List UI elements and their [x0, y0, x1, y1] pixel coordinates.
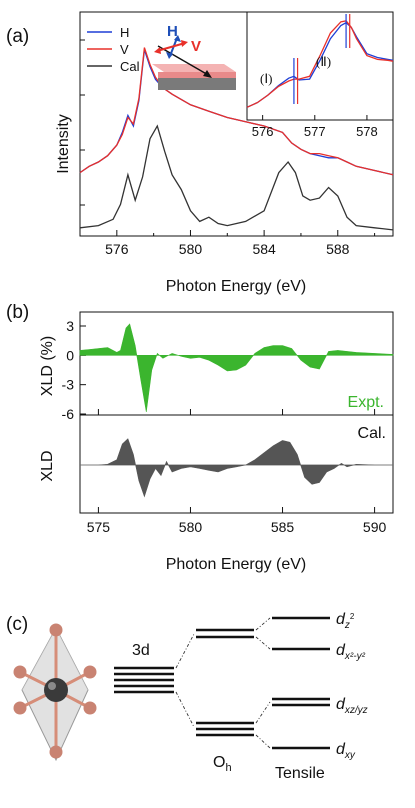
xtick-label-b-0: 575 — [87, 519, 111, 535]
level-3d-group: 3d — [114, 642, 174, 694]
expt-xld-area — [79, 323, 394, 413]
panel-b-cal-plot — [80, 438, 393, 498]
beam-arrow — [157, 45, 211, 77]
level-oh-group: Oh — [196, 628, 254, 774]
expt-label: Expt. — [348, 394, 384, 411]
v-arrow-label: V — [191, 38, 201, 55]
connector-t2g-dxzyz — [255, 701, 271, 724]
inset-xtick-label-2: 578 — [356, 124, 378, 139]
panel-a-legend: H V Cal — [87, 25, 140, 74]
ligand-right-up — [83, 665, 97, 679]
beam-arrow-head — [203, 70, 212, 78]
connector-eg-dz2 — [255, 617, 271, 631]
ligand-left-up — [13, 665, 27, 679]
legend-label-h: H — [120, 25, 129, 40]
panel-b-label: (b) — [6, 302, 29, 323]
v-arrow-head-left — [154, 47, 161, 54]
legend-label-cal: Cal — [120, 59, 140, 74]
xtick-label-b-1: 580 — [179, 519, 203, 535]
h-arrow-head-bottom — [166, 52, 173, 59]
connector-eg-dx2y2 — [255, 636, 271, 650]
connector-t2g-dxy — [255, 734, 271, 749]
panel-b-top-yticks: 3 0 -3 -6 — [62, 318, 86, 422]
xtick-label-a-0: 576 — [105, 241, 129, 257]
ytick-label-b-3: -6 — [62, 406, 75, 422]
metal-highlight — [48, 682, 56, 690]
orbital-dz2-label: dz2 — [336, 611, 355, 631]
xtick-label-a-2: 584 — [252, 241, 276, 257]
ytick-label-b-1: 0 — [66, 347, 74, 363]
level-tensile-group: Tensile dz2 dx²-y² dxz/yz dxy — [272, 611, 368, 782]
ytick-label-b-2: -3 — [62, 377, 75, 393]
cal-xld-area — [80, 438, 393, 498]
xtick-label-a-3: 588 — [326, 241, 350, 257]
orbital-dxzyz-label: dxz/yz — [336, 696, 368, 716]
orbital-dx2y2-label: dx²-y² — [336, 642, 366, 662]
panel-b-top-ylabel: XLD (%) — [39, 336, 56, 396]
panel-c-label: (c) — [6, 614, 28, 635]
ytick-label-b-0: 3 — [66, 318, 74, 334]
panel-a-xlabel: Photon Energy (eV) — [166, 278, 307, 295]
metal-center — [44, 678, 68, 702]
panel-a-inset: 576 577 578 (Ⅰ) (Ⅱ) — [246, 11, 394, 139]
inset-peak-1-label: (Ⅰ) — [260, 71, 273, 86]
inset-xtick-label-1: 577 — [304, 124, 326, 139]
panel-a-ylabel: Intensity — [55, 114, 72, 174]
ligand-right-down — [83, 701, 97, 715]
xtick-label-a-1: 580 — [179, 241, 203, 257]
inset-plot — [246, 14, 394, 108]
sample-slab-base — [158, 78, 236, 90]
v-polarization-arrow — [156, 42, 186, 52]
oh-label: Oh — [213, 754, 232, 774]
panel-b-expt-plot — [79, 323, 394, 413]
octahedron-diagram — [13, 623, 97, 762]
panel-b-frame — [79, 311, 394, 514]
ligand-bottom — [49, 745, 63, 759]
ligand-left-down — [13, 701, 27, 715]
cal-label: Cal. — [358, 425, 386, 442]
xtick-label-b-2: 585 — [271, 519, 295, 535]
inset-frame — [246, 11, 394, 121]
panel-a-frame — [79, 11, 394, 237]
sample-slab-top — [152, 64, 236, 72]
panel-a-plot — [79, 47, 394, 231]
panel-a-xticks: 576 580 584 588 — [80, 39, 376, 257]
xtick-label-b-3: 590 — [363, 519, 387, 535]
legend-label-v: V — [120, 42, 129, 57]
connector-3d-t2g — [175, 691, 195, 728]
inset-peak-2-label: (Ⅱ) — [316, 54, 331, 69]
label-3d: 3d — [132, 642, 150, 659]
ligand-top — [49, 623, 63, 637]
sample-slab-front — [158, 72, 236, 78]
panel-b-xticks: 575 580 585 590 — [87, 409, 387, 535]
series-line-cal — [79, 124, 394, 231]
polarization-diagram: H V — [152, 23, 236, 90]
panel-b-bottom-ylabel: XLD — [39, 450, 56, 481]
level-connectors — [175, 617, 271, 749]
tensile-label: Tensile — [275, 765, 325, 782]
orbital-dxy-label: dxy — [336, 741, 356, 761]
series-line-v — [79, 47, 394, 176]
inset-xticks: 576 577 578 — [252, 115, 378, 139]
h-arrow-head-top — [174, 35, 181, 42]
v-arrow-head-right — [181, 40, 188, 47]
panel-b-xlabel: Photon Energy (eV) — [166, 556, 307, 573]
inset-line-v — [246, 20, 394, 108]
connector-3d-eg — [175, 633, 195, 669]
panel-a-label: (a) — [6, 26, 29, 47]
inset-xtick-label-0: 576 — [252, 124, 274, 139]
h-arrow-label: H — [167, 23, 178, 40]
